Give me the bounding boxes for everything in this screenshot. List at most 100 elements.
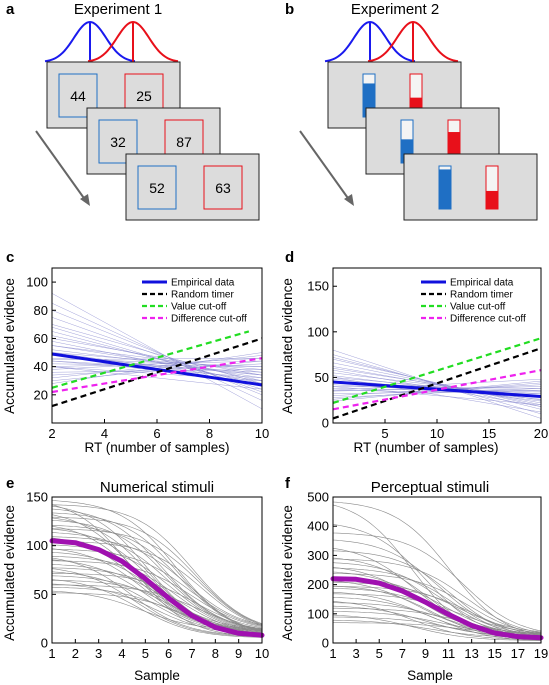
time-arrow-b [299, 130, 354, 206]
distribution-curves-a [44, 20, 179, 63]
x-tick-label: 3 [352, 646, 359, 661]
y-tick-label: 100 [26, 275, 48, 290]
y-tick-label: 100 [26, 538, 48, 553]
ylabel-f: Accumulated evidence [280, 505, 295, 641]
xlabel-d: RT (number of samples) [353, 440, 498, 455]
panel-label-c: c [6, 249, 14, 266]
x-tick-label: 7 [188, 646, 195, 661]
x-tick-label: 15 [482, 426, 496, 441]
participant-curve [333, 558, 542, 634]
participant-line [333, 380, 541, 402]
panel-c: c 2 4 6 8 10 20 40 60 80 100 Empirical dataRandom … [2, 249, 269, 455]
x-tick-label: 10 [430, 426, 444, 441]
axes-frame [332, 496, 542, 644]
participant-curve [332, 591, 542, 636]
participant-line [333, 386, 541, 406]
series-line [52, 352, 262, 387]
panel-label-d: d [285, 249, 294, 266]
participant-curve [332, 562, 542, 635]
model-lines [52, 330, 262, 408]
y-tick-label: 80 [34, 303, 48, 318]
panel-label-a: a [6, 1, 15, 18]
participant-curve [333, 611, 542, 634]
x-tick-label: 20 [534, 426, 548, 441]
x-tick-label: 9 [422, 646, 429, 661]
stimulus-number-left: 32 [110, 134, 126, 150]
x-tick-label: 6 [153, 426, 160, 441]
y-tick-label: 500 [307, 490, 329, 505]
distribution-curves-b [324, 20, 459, 63]
x-tick-label: 10 [255, 646, 269, 661]
x-tick-label: 15 [488, 646, 502, 661]
participant-curve [52, 516, 263, 625]
participant-line [52, 352, 262, 370]
participant-line [333, 377, 541, 396]
participant-line [52, 345, 262, 379]
y-tick-label: 300 [307, 548, 329, 563]
participant-curve [51, 504, 263, 624]
legend-label: Value cut-off [450, 302, 505, 313]
stimulus-box-left [137, 165, 177, 210]
participant-line [52, 324, 262, 384]
participant-line [333, 358, 541, 407]
series-line [333, 347, 541, 420]
participant-line [52, 338, 262, 376]
stimulus-number-right: 63 [215, 180, 231, 196]
participant-line [52, 363, 262, 367]
stimulus-card [403, 153, 538, 221]
participant-curves [51, 500, 263, 638]
y-tick-label: 50 [34, 587, 48, 602]
series-line [52, 337, 262, 408]
model-lines [333, 337, 541, 420]
series-line [52, 330, 250, 389]
participant-line [52, 335, 262, 381]
stimulus-number-left: 44 [70, 88, 86, 104]
y-tick-label: 0 [322, 636, 329, 651]
legend-label: Difference cut-off [450, 314, 526, 325]
y-tick-label: 100 [307, 606, 329, 621]
panel-b: b Experiment 2 [285, 1, 538, 221]
stimulus-number-right: 87 [176, 134, 192, 150]
participant-curve [51, 540, 263, 627]
x-tick-label: 13 [464, 646, 478, 661]
x-tick-label: 4 [101, 426, 108, 441]
participant-line [52, 355, 262, 379]
stimulus-box-left [98, 119, 138, 164]
participant-curve [51, 514, 263, 630]
time-arrow-a [35, 130, 90, 206]
participant-curve [332, 601, 542, 640]
legend-label: Empirical data [171, 278, 235, 289]
panel-title-b: Experiment 2 [351, 1, 439, 18]
title-e: Numerical stimuli [100, 479, 214, 496]
participant-curve [333, 607, 542, 635]
y-tick-label: 60 [34, 331, 48, 346]
participant-curve [51, 548, 263, 626]
axes-frame [51, 496, 263, 644]
ylabel-e: Accumulated evidence [2, 505, 17, 641]
stimulus-cards-a: 44 25 32 87 52 63 [46, 61, 260, 221]
x-tick-label: 9 [235, 646, 242, 661]
y-tick-label: 150 [307, 279, 329, 294]
participant-curve [332, 532, 542, 632]
mean-curve [330, 576, 544, 641]
participant-curve [332, 504, 542, 641]
stimulus-number-right: 25 [136, 88, 152, 104]
y-tick-label: 100 [307, 324, 329, 339]
participant-curve [332, 597, 542, 641]
participant-curve [332, 501, 542, 636]
legend-label: Difference cut-off [171, 314, 247, 325]
xlabel-f: Sample [407, 668, 453, 683]
x-tick-label: 8 [212, 646, 219, 661]
x-tick-label: 2 [48, 426, 55, 441]
legend-label: Value cut-off [171, 302, 226, 313]
mean-curve [49, 538, 265, 638]
x-tick-label: 5 [142, 646, 149, 661]
participant-curve [51, 536, 263, 625]
x-tick-label: 3 [95, 646, 102, 661]
participant-lines [52, 293, 262, 410]
series-line [333, 369, 541, 411]
